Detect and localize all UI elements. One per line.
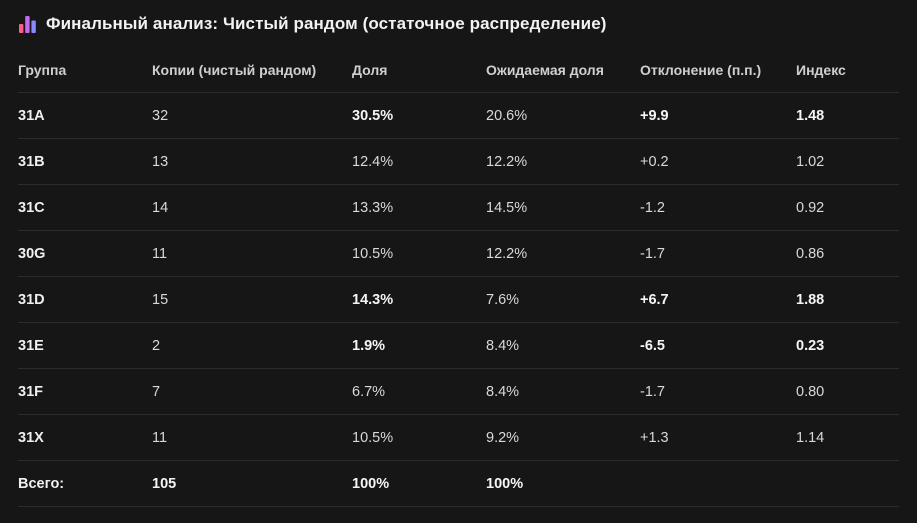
cell-deviation: -1.2 (640, 199, 665, 216)
cell-index: 1.48 (796, 107, 825, 124)
cell-expected: 8.4% (486, 337, 520, 354)
cell-expected: 12.2% (486, 153, 528, 170)
cell-index: 1.02 (796, 153, 825, 170)
cell-index: 1.14 (796, 429, 825, 446)
cell-share: 14.3% (352, 291, 394, 308)
table-row: 31F 7 6.7% 8.4% -1.7 0.80 (18, 369, 899, 415)
cell-group: 31F (18, 383, 43, 400)
page-title: Финальный анализ: Чистый рандом (остаточ… (46, 14, 607, 33)
cell-expected: 12.2% (486, 245, 528, 262)
cell-expected: 20.6% (486, 107, 528, 124)
cell-share: 12.4% (352, 153, 394, 170)
table-row: 31A 32 30.5% 20.6% +9.9 1.48 (18, 93, 899, 139)
cell-copies: 32 (152, 107, 169, 124)
cell-group: 31C (18, 199, 45, 216)
cell-copies: 11 (152, 429, 168, 446)
cell-copies: 13 (152, 153, 169, 170)
cell-total-copies: 105 (152, 475, 177, 492)
cell-total-share: 100% (352, 475, 390, 492)
cell-deviation: -1.7 (640, 383, 665, 400)
cell-copies: 11 (152, 245, 168, 262)
cell-expected: 7.6% (486, 291, 520, 308)
cell-share: 6.7% (352, 383, 386, 400)
table-row: 31B 13 12.4% 12.2% +0.2 1.02 (18, 139, 899, 185)
cell-group: 31A (18, 107, 45, 124)
cell-expected: 14.5% (486, 199, 528, 216)
page-header: Финальный анализ: Чистый рандом (остаточ… (18, 10, 899, 48)
cell-copies: 7 (152, 383, 161, 400)
column-header-share: Доля (352, 62, 388, 78)
table-row: 30G 11 10.5% 12.2% -1.7 0.86 (18, 231, 899, 277)
cell-group: 31X (18, 429, 44, 446)
cell-group: 31D (18, 291, 45, 308)
table-row: 31X 11 10.5% 9.2% +1.3 1.14 (18, 415, 899, 461)
cell-share: 10.5% (352, 429, 394, 446)
cell-group: 31B (18, 153, 45, 170)
cell-index: 0.23 (796, 337, 825, 354)
cell-deviation: +9.9 (640, 107, 669, 124)
cell-group: 30G (18, 245, 46, 262)
cell-deviation: +6.7 (640, 291, 669, 308)
column-header-deviation: Отклонение (п.п.) (640, 62, 762, 78)
cell-index: 0.80 (796, 383, 825, 400)
cell-deviation: +1.3 (640, 429, 669, 446)
analysis-table: Группа Копии (чистый рандом) Доля Ожидае… (18, 48, 899, 507)
cell-expected: 9.2% (486, 429, 520, 446)
table-row: 31E 2 1.9% 8.4% -6.5 0.23 (18, 323, 899, 369)
table-row: 31C 14 13.3% 14.5% -1.2 0.92 (18, 185, 899, 231)
cell-copies: 14 (152, 199, 169, 216)
bar-chart-icon (18, 15, 37, 34)
cell-deviation: -6.5 (640, 337, 665, 354)
cell-share: 30.5% (352, 107, 394, 124)
column-header-index: Индекс (796, 62, 846, 78)
cell-total-expected: 100% (486, 475, 524, 492)
table-header-row: Группа Копии (чистый рандом) Доля Ожидае… (18, 48, 899, 93)
cell-index: 1.88 (796, 291, 825, 308)
cell-share: 10.5% (352, 245, 394, 262)
cell-index: 0.86 (796, 245, 825, 262)
cell-total-label: Всего: (18, 475, 65, 492)
cell-copies: 2 (152, 337, 161, 354)
cell-copies: 15 (152, 291, 169, 308)
cell-group: 31E (18, 337, 44, 354)
column-header-expected: Ожидаемая доля (486, 62, 604, 78)
table-total-row: Всего: 105 100% 100% (18, 461, 899, 507)
cell-deviation: +0.2 (640, 153, 669, 170)
cell-expected: 8.4% (486, 383, 520, 400)
column-header-copies: Копии (чистый рандом) (152, 62, 317, 78)
table-row: 31D 15 14.3% 7.6% +6.7 1.88 (18, 277, 899, 323)
column-header-group: Группа (18, 62, 67, 78)
cell-share: 13.3% (352, 199, 394, 216)
cell-index: 0.92 (796, 199, 825, 216)
cell-deviation: -1.7 (640, 245, 665, 262)
cell-share: 1.9% (352, 337, 386, 354)
